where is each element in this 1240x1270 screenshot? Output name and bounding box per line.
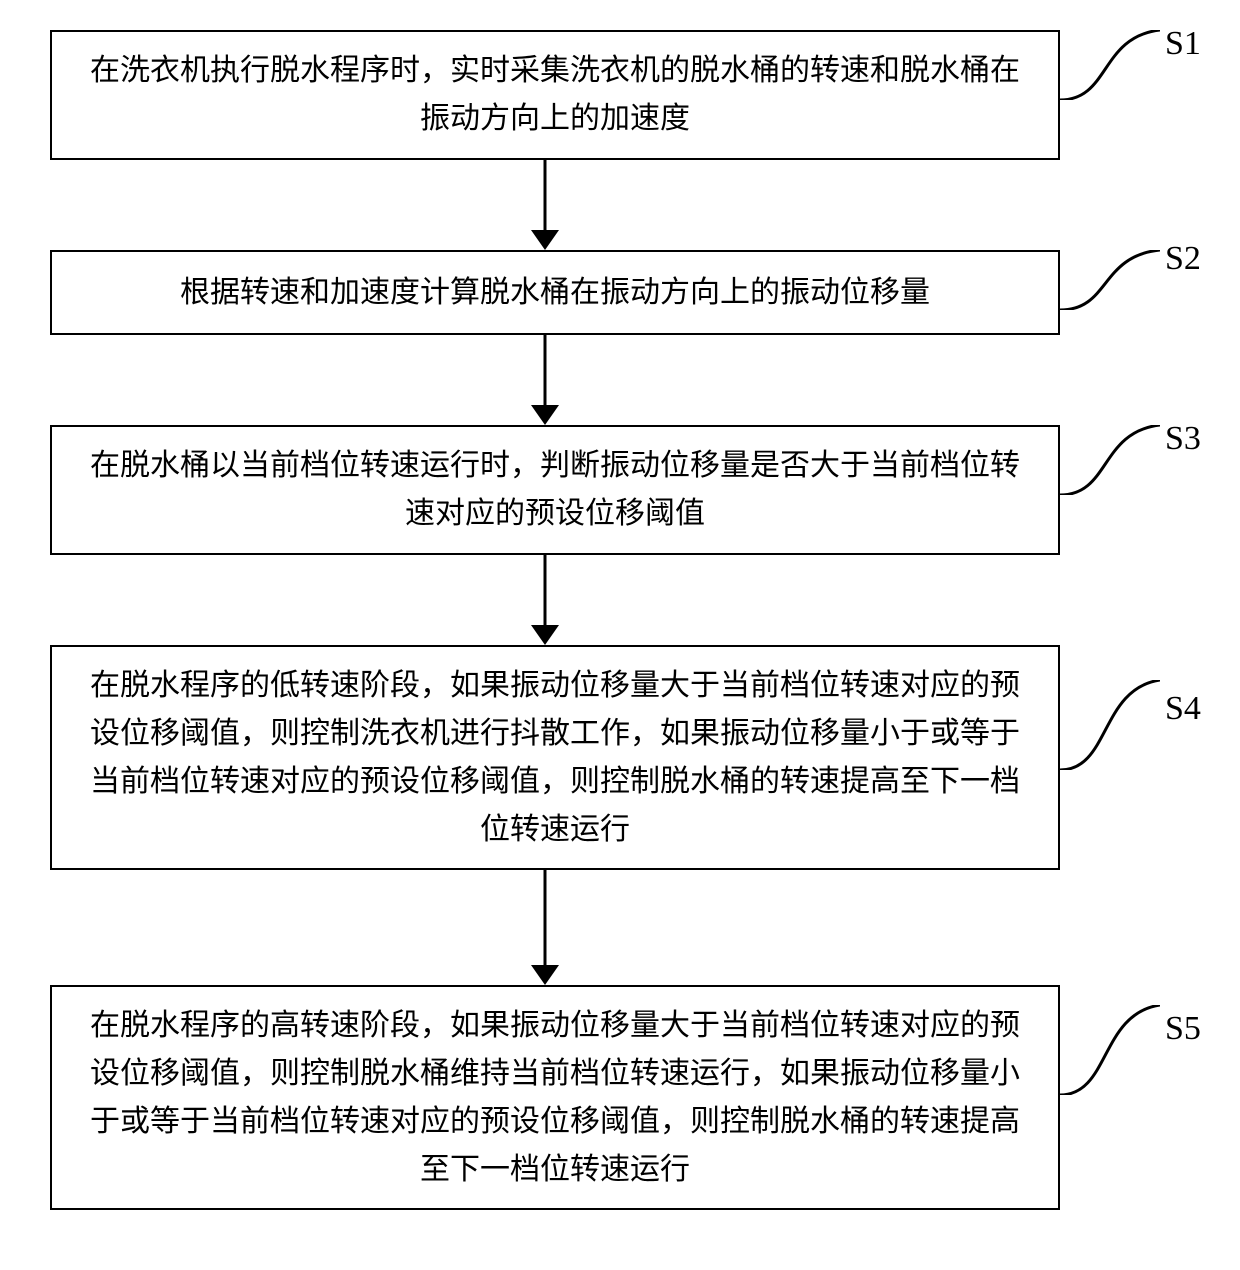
- step-label-s1: S1: [1165, 25, 1201, 63]
- step-text: 在脱水程序的低转速阶段，如果振动位移量大于当前档位转速对应的预设位移阈值，则控制…: [82, 662, 1028, 854]
- step-connector-s4: [1060, 680, 1160, 770]
- flowchart-step-s1: 在洗衣机执行脱水程序时，实时采集洗衣机的脱水桶的转速和脱水桶在振动方向上的加速度: [50, 30, 1060, 160]
- step-text: 在洗衣机执行脱水程序时，实时采集洗衣机的脱水桶的转速和脱水桶在振动方向上的加速度: [82, 47, 1028, 143]
- step-label-s5: S5: [1165, 1010, 1201, 1048]
- step-label-s3: S3: [1165, 420, 1201, 458]
- step-text: 在脱水程序的高转速阶段，如果振动位移量大于当前档位转速对应的预设位移阈值，则控制…: [82, 1002, 1028, 1194]
- step-connector-s1: [1060, 30, 1160, 100]
- step-connector-s5: [1060, 1005, 1160, 1095]
- step-connector-s3: [1060, 425, 1160, 495]
- flowchart-step-s5: 在脱水程序的高转速阶段，如果振动位移量大于当前档位转速对应的预设位移阈值，则控制…: [50, 985, 1060, 1210]
- flowchart-step-s3: 在脱水桶以当前档位转速运行时，判断振动位移量是否大于当前档位转速对应的预设位移阈…: [50, 425, 1060, 555]
- arrow-head-2: [531, 625, 559, 645]
- arrow-head-0: [531, 230, 559, 250]
- flowchart-step-s2: 根据转速和加速度计算脱水桶在振动方向上的振动位移量: [50, 250, 1060, 335]
- flowchart-step-s4: 在脱水程序的低转速阶段，如果振动位移量大于当前档位转速对应的预设位移阈值，则控制…: [50, 645, 1060, 870]
- step-text: 根据转速和加速度计算脱水桶在振动方向上的振动位移量: [180, 269, 930, 317]
- flowchart-canvas: 在洗衣机执行脱水程序时，实时采集洗衣机的脱水桶的转速和脱水桶在振动方向上的加速度…: [0, 0, 1240, 1270]
- step-connector-s2: [1060, 250, 1160, 310]
- step-label-s2: S2: [1165, 240, 1201, 278]
- arrow-head-3: [531, 965, 559, 985]
- step-text: 在脱水桶以当前档位转速运行时，判断振动位移量是否大于当前档位转速对应的预设位移阈…: [82, 442, 1028, 538]
- step-label-s4: S4: [1165, 690, 1201, 728]
- arrow-head-1: [531, 405, 559, 425]
